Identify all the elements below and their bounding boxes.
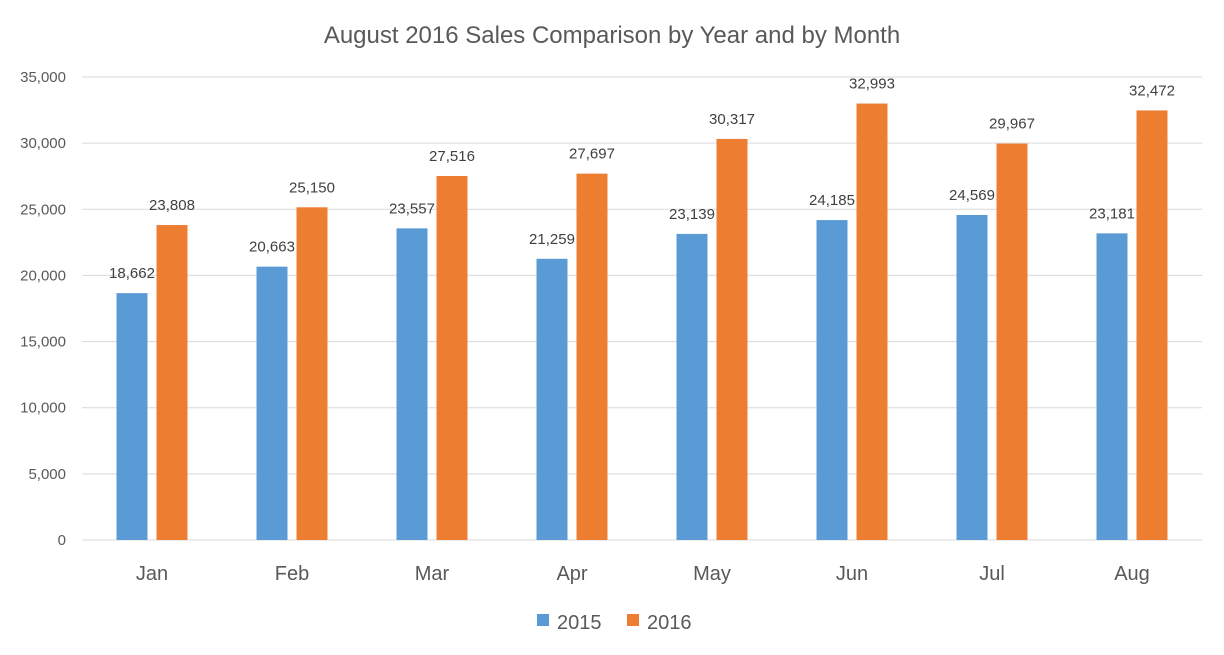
bar-2015-may (676, 233, 708, 540)
bar-2015-feb (256, 266, 288, 540)
y-tick-label: 10,000 (20, 400, 66, 417)
data-label-2016-aug: 32,472 (1129, 82, 1175, 99)
bars (116, 103, 1168, 540)
bar-2016-may (716, 138, 748, 540)
data-label-2015-mar: 23,557 (389, 200, 435, 217)
legend-label-2015: 2015 (557, 612, 602, 634)
y-tick-label: 30,000 (20, 135, 66, 152)
bar-2016-feb (296, 207, 328, 540)
data-label-2015-jan: 18,662 (109, 265, 155, 282)
data-label-2016-jul: 29,967 (989, 116, 1035, 133)
data-labels: 18,662 23,808 20,663 25,150 23,557 27,516 21,2… (109, 76, 1175, 283)
x-tick-label-mar: Mar (415, 563, 450, 585)
y-tick-label: 0 (58, 532, 66, 549)
bar-2015-apr (536, 258, 568, 540)
y-tick-label: 35,000 (20, 69, 66, 86)
data-label-2016-apr: 27,697 (569, 146, 615, 163)
data-label-2015-jul: 24,569 (949, 187, 995, 204)
bar-2015-jul (956, 214, 988, 540)
bar-2016-aug (1136, 110, 1168, 540)
data-label-2016-mar: 27,516 (429, 148, 475, 165)
x-tick-label-jul: Jul (979, 563, 1005, 585)
data-label-2015-apr: 21,259 (529, 231, 575, 248)
data-label-2015-jun: 24,185 (809, 192, 855, 209)
bar-2016-jul (996, 143, 1028, 540)
data-label-2015-aug: 23,181 (1089, 205, 1135, 222)
x-tick-label-feb: Feb (275, 563, 309, 585)
chart-title: August 2016 Sales Comparison by Year and… (324, 22, 900, 49)
y-tick-label: 25,000 (20, 201, 66, 218)
y-axis-tick-labels: 0 5,000 10,000 15,000 20,000 25,000 30,000 35,0… (20, 69, 66, 549)
bar-2016-apr (576, 173, 608, 540)
bar-2015-jun (816, 220, 848, 540)
y-tick-label: 20,000 (20, 267, 66, 284)
bar-2015-jan (116, 293, 148, 540)
data-label-2016-jan: 23,808 (149, 197, 195, 214)
x-tick-label-may: May (693, 563, 731, 585)
data-label-2016-feb: 25,150 (289, 179, 335, 196)
bar-2015-mar (396, 228, 428, 540)
data-label-2015-may: 23,139 (669, 206, 715, 223)
gridlines (82, 76, 1202, 541)
legend-label-2016: 2016 (647, 612, 692, 634)
bar-2016-mar (436, 176, 468, 540)
x-tick-label-aug: Aug (1114, 563, 1150, 585)
x-tick-label-jun: Jun (836, 563, 868, 585)
legend-swatch-2016 (627, 614, 639, 626)
y-tick-label: 15,000 (20, 334, 66, 351)
x-axis-tick-labels: Jan Feb Mar Apr May Jun Jul Aug (136, 563, 1150, 585)
x-tick-label-jan: Jan (136, 563, 168, 585)
x-tick-label-apr: Apr (556, 563, 587, 585)
bar-2016-jun (856, 103, 888, 540)
bar-2015-aug (1096, 233, 1128, 540)
y-tick-label: 5,000 (28, 466, 66, 483)
legend: 2015 2016 (537, 612, 692, 634)
data-label-2016-may: 30,317 (709, 111, 755, 128)
bar-2016-jan (156, 225, 188, 540)
data-label-2015-feb: 20,663 (249, 239, 295, 256)
data-label-2016-jun: 32,993 (849, 76, 895, 93)
legend-swatch-2015 (537, 614, 549, 626)
